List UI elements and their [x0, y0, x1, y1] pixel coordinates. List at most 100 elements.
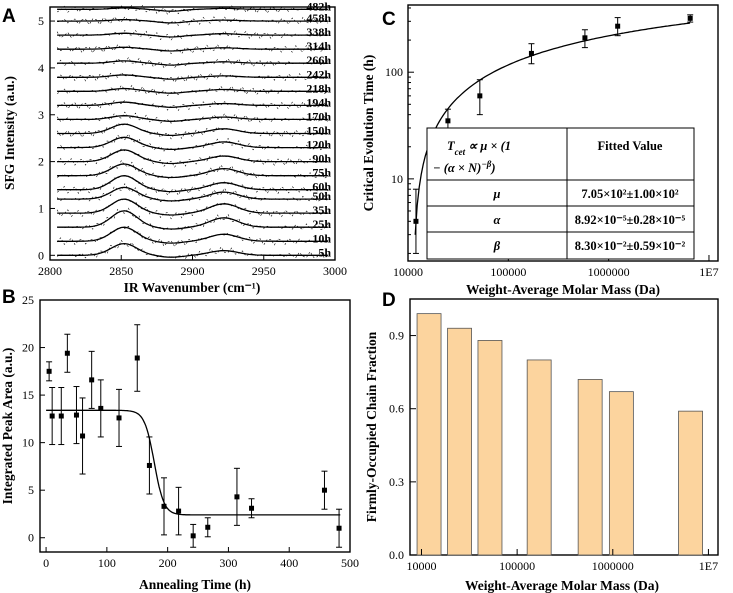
table-param-alpha: α [494, 213, 502, 227]
table-value-alpha: 8.92×10⁻⁵±0.28×10⁻⁵ [575, 213, 686, 227]
panel-a-fit-trace [57, 226, 328, 244]
panel-a-data-trace [56, 44, 329, 55]
table-formula-line2: − (α × N)−β) [433, 159, 496, 175]
panel-b-x-tick-label: 100 [98, 556, 116, 570]
panel-a-fit-trace [57, 149, 328, 165]
panel-b-fit-curve [46, 409, 341, 516]
panel-a-series-label: 50h [312, 189, 331, 203]
panel-b-data-point [205, 524, 211, 530]
table-param-mu: μ [493, 187, 501, 201]
table-value-beta: 8.30×10⁻²±0.59×10⁻² [575, 239, 686, 253]
panel-a-fit-trace [57, 198, 328, 216]
panel-a-fit-trace [57, 163, 328, 179]
panel-b-data-point [234, 494, 240, 500]
panel-d-bar [447, 327, 472, 556]
panel-a-data-trace [56, 160, 329, 180]
panel-a-y-tick-label: 2 [38, 155, 44, 169]
panel-a-y-tick-label: 0 [38, 248, 44, 262]
panel-a-x-tick-label: 3000 [323, 264, 347, 278]
panel-a-x-tick-label: 2800 [38, 264, 62, 278]
panel-a-data-trace [56, 133, 329, 152]
panel-c-x-tick-label: 10000 [393, 265, 423, 279]
panel-d-y-label: Firmly-Occupied Chain Fraction [364, 331, 379, 522]
panel-b-y-tick-label: 0 [28, 531, 34, 545]
panel-b-data-point [321, 487, 327, 493]
panel-label-a: A [2, 6, 16, 27]
panel-c-fit-curve [414, 22, 691, 235]
panel-b-x-label: Annealing Time (h) [139, 577, 251, 592]
panel-b-data-point [336, 525, 342, 531]
panel-b-y-tick-label: 25 [22, 293, 34, 307]
panel-d-bar [608, 391, 634, 556]
panel-d-x-tick-label: 1E7 [699, 559, 718, 573]
panel-a-data-trace [56, 197, 328, 220]
panel-a-fit-trace [57, 46, 328, 52]
panel-c-x-tick-label: 1000000 [588, 265, 630, 279]
panel-b-data-point [98, 405, 104, 411]
panel-c-y-tick-label: 100 [385, 65, 403, 79]
panel-b-y-tick-label: 5 [28, 483, 34, 497]
table-formula-line1: Tcet ∝ μ × (1 [447, 139, 511, 157]
panel-b-data-point [58, 413, 64, 419]
panel-c-x-label: Weight-Average Molar Mass (Da) [466, 282, 660, 297]
panel-a-series-label: 60h [312, 180, 331, 194]
panel-a-spectra: 0 1 2 3 4 5 2800 2850 2900 2950 3000 5h10h25h35h5… [2, 0, 347, 295]
panel-b-data-point [161, 503, 167, 509]
panel-a-series-label: 90h [312, 152, 331, 166]
panel-a-series-label: 10h [312, 231, 331, 245]
panel-a-fit-trace [57, 7, 328, 12]
panel-a-fit-trace [57, 19, 328, 24]
panel-d-bar [577, 379, 603, 556]
panel-a-series-label: 120h [306, 138, 331, 152]
panel-a-series-label: 266h [306, 53, 331, 67]
panel-b-data-point [64, 350, 70, 356]
table-value-mu: 7.05×10²±1.00×10² [581, 187, 679, 201]
panel-b-data-point [80, 433, 86, 439]
fit-parameter-table: Tcet ∝ μ × (1 − (α × N)−β) Fitted Value … [426, 127, 695, 260]
panel-a-series-label: 150h [306, 124, 331, 138]
panel-a-data-trace [57, 16, 329, 26]
panel-a-x-tick-label: 2850 [109, 264, 133, 278]
panel-a-series-label: 25h [312, 217, 331, 231]
panel-a-x-label: IR Wavenumber (cm⁻¹) [124, 280, 261, 295]
panel-c-x-tick-label: 1E7 [699, 265, 718, 279]
panel-b-x-tick-label: 300 [219, 556, 237, 570]
panel-a-data-trace [56, 111, 329, 124]
panel-a-series-label: 314h [306, 39, 331, 53]
panel-d-x-label: Weight-Average Molar Mass (Da) [465, 578, 659, 593]
panel-a-data-trace [56, 72, 329, 83]
panel-b-y-tick-label: 20 [22, 341, 34, 355]
panel-a-fit-trace [57, 186, 328, 202]
panel-c-frame [407, 4, 719, 262]
panel-a-data-trace [56, 148, 329, 168]
panel-a-y-tick-label: 1 [38, 201, 44, 215]
panel-d-y-tick-label: 0.3 [389, 475, 404, 489]
panel-b-x-tick-label: 400 [280, 556, 298, 570]
panel-a-series-label: 194h [306, 95, 331, 109]
panel-label-c: C [382, 9, 396, 30]
panel-d-y-tick-label: 0.9 [389, 329, 404, 343]
panel-b-data-point [190, 533, 196, 539]
panel-b-peak-area: 0 5 10 15 20 25 0 100 200 300 400 500 Annealing Tim… [0, 293, 359, 592]
table-frame [426, 127, 695, 260]
panel-c-data-point [687, 15, 693, 21]
panel-a-y-tick-label: 4 [38, 61, 44, 75]
panel-a-fit-trace [57, 32, 328, 38]
panel-a-fit-trace [57, 210, 328, 230]
panel-a-data-trace [56, 123, 329, 140]
panel-a-fit-trace [57, 136, 328, 151]
panel-b-data-point [46, 368, 52, 374]
panel-b-y-tick-label: 15 [22, 388, 34, 402]
panel-c-y-tick-label: 10 [391, 172, 403, 186]
panel-a-series-label: 75h [312, 166, 331, 180]
panel-a-series-label: 35h [312, 203, 331, 217]
panel-b-y-label: Integrated Peak Area (a.u.) [0, 348, 15, 505]
panel-d-y-tick-label: 0.6 [389, 402, 404, 416]
panel-a-fit-trace [57, 87, 328, 94]
panel-d-x-tick-label: 100000 [499, 559, 535, 573]
panel-b-data-point [249, 505, 255, 511]
panel-c-data-point [582, 35, 588, 41]
table-header-fitted-value: Fitted Value [598, 139, 663, 153]
panel-a-series-label: 170h [306, 109, 331, 123]
panel-a-fit-trace [57, 60, 328, 66]
